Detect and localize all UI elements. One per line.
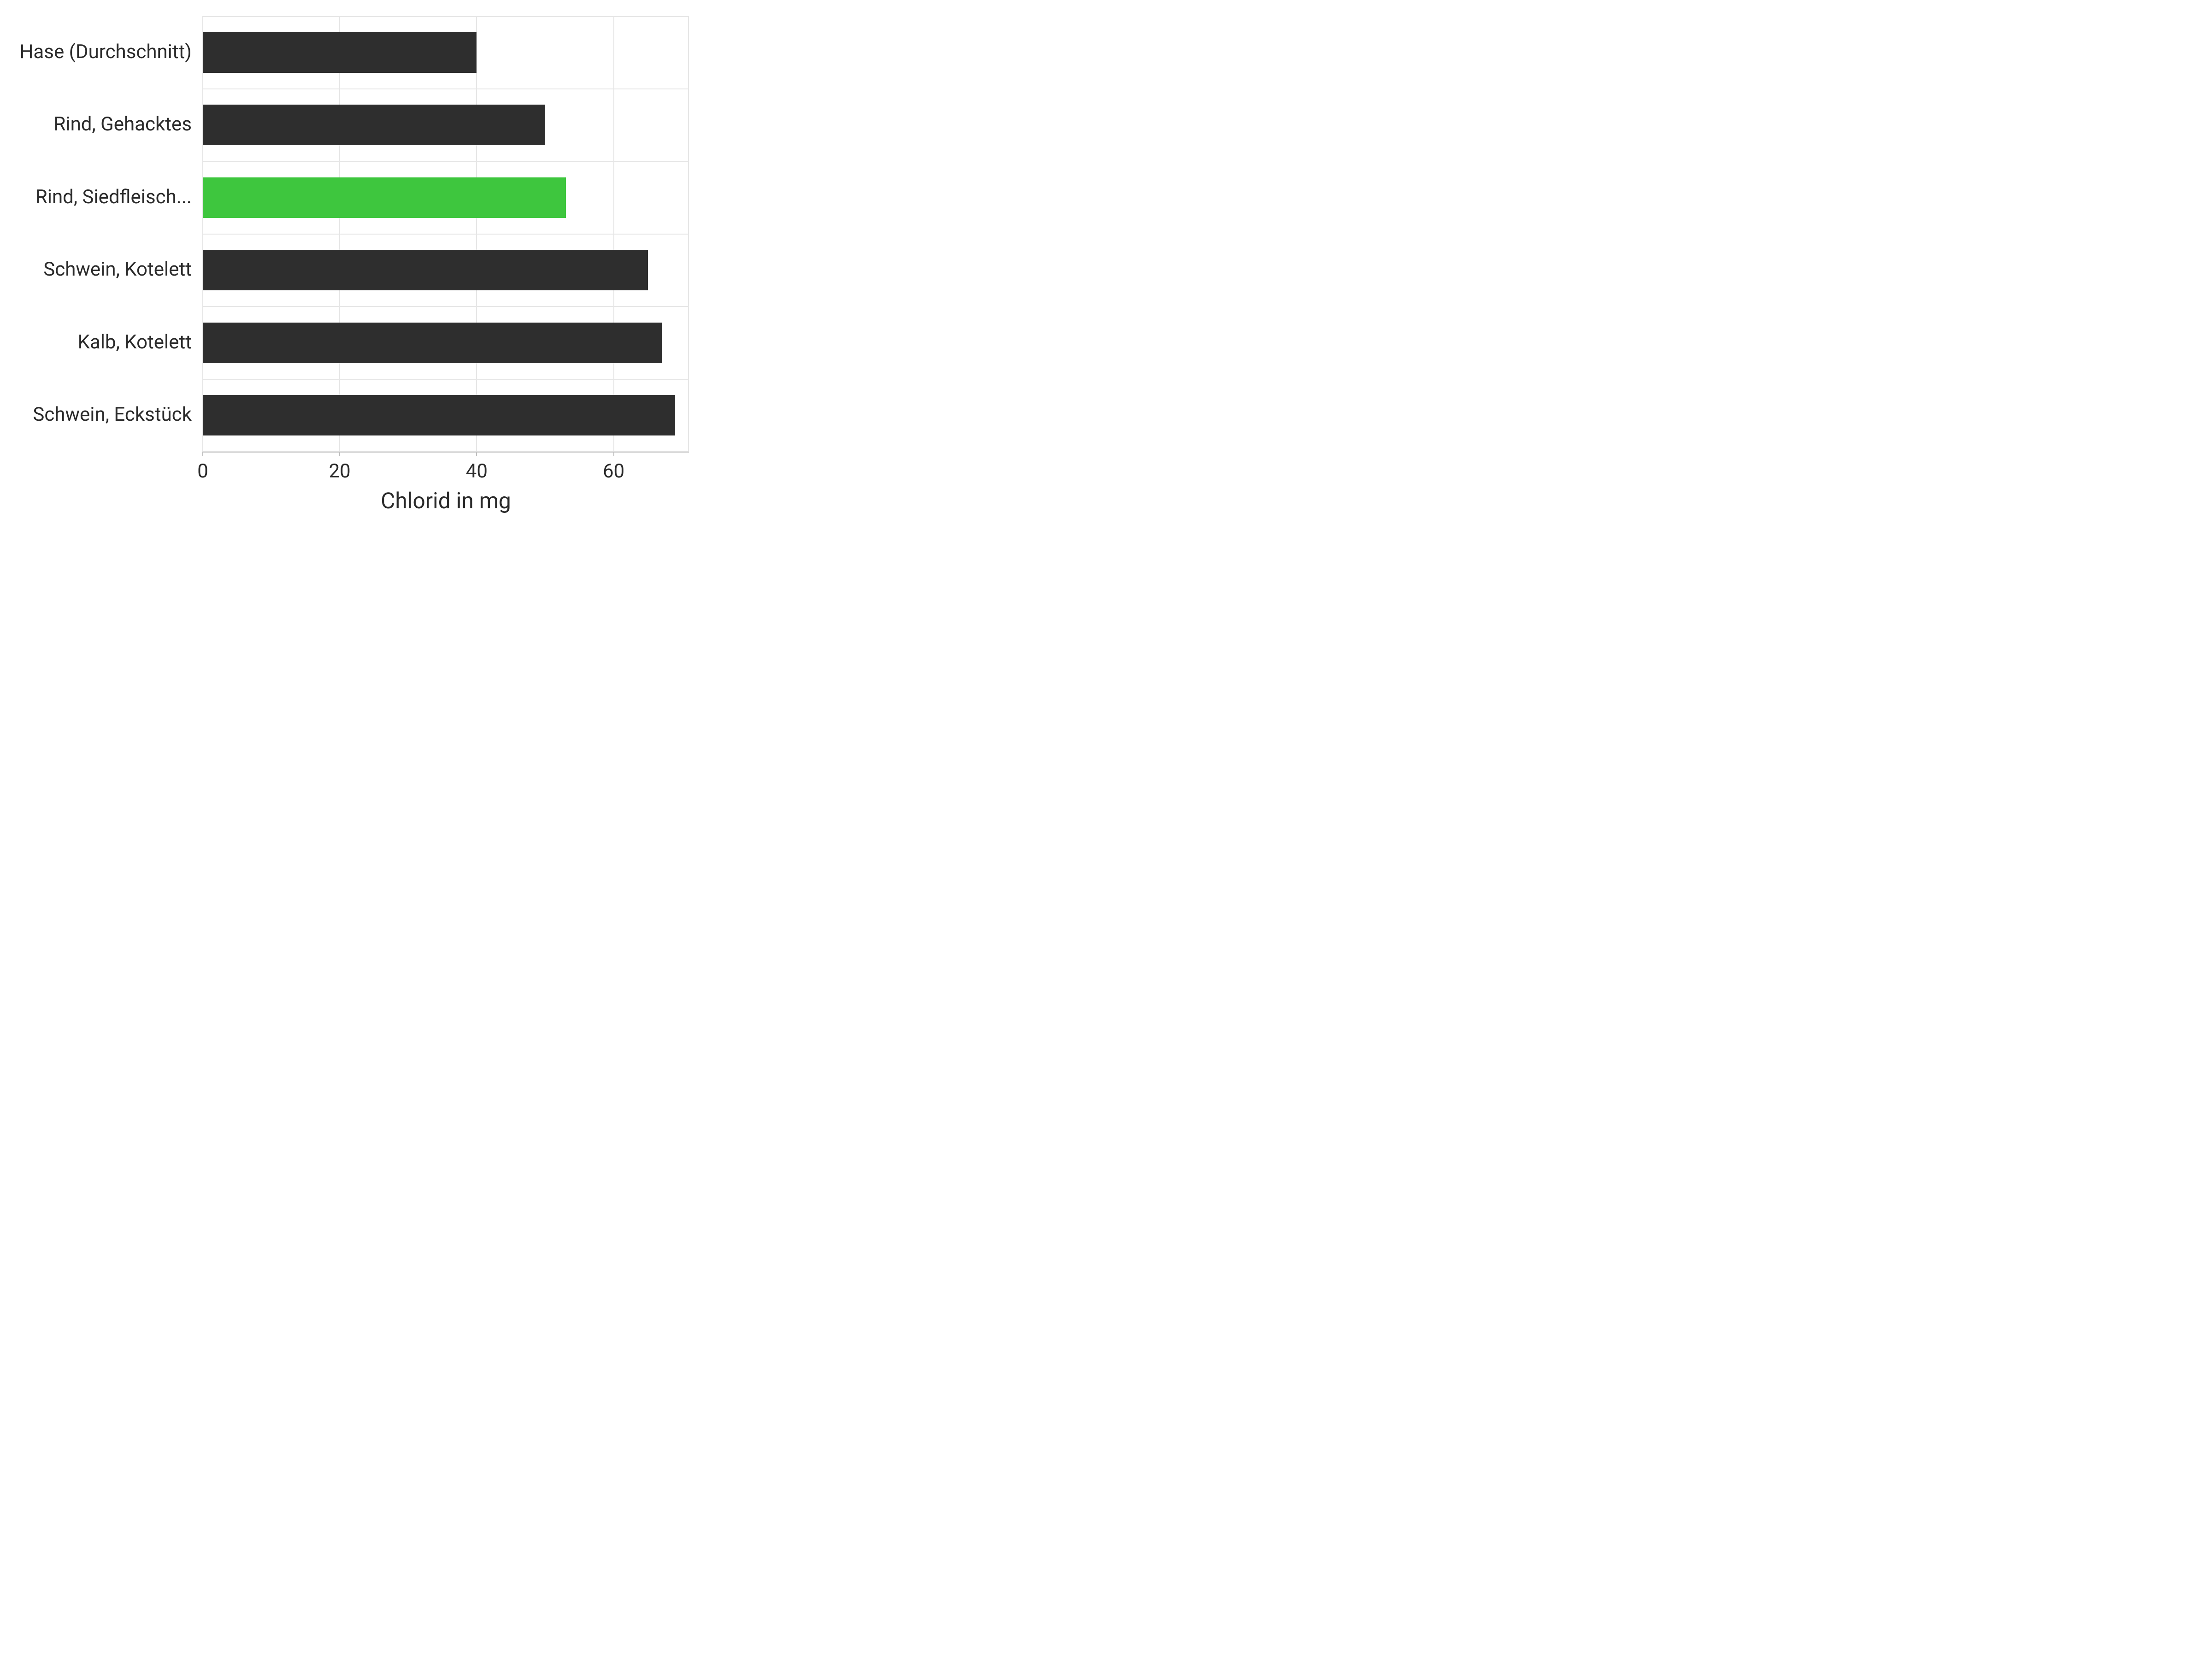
top-border xyxy=(203,16,689,17)
y-category-label: Kalb, Kotelett xyxy=(78,331,192,353)
y-category-label: Rind, Gehacktes xyxy=(54,113,192,135)
bar xyxy=(203,250,648,290)
x-tick-mark xyxy=(476,452,477,456)
bar xyxy=(203,32,477,73)
x-tick-label: 0 xyxy=(197,460,208,482)
x-tick-mark xyxy=(613,452,614,456)
x-tick-mark xyxy=(339,452,340,456)
bar xyxy=(203,323,662,363)
horizontal-bar-chart: Hase (Durchschnitt) Rind, Gehacktes Rind, … xyxy=(0,0,708,531)
h-gridline xyxy=(203,379,689,380)
bar xyxy=(203,395,675,435)
y-category-label: Hase (Durchschnitt) xyxy=(19,41,192,63)
bar xyxy=(203,177,566,218)
x-axis-title: Chlorid in mg xyxy=(381,488,511,514)
bar xyxy=(203,105,545,145)
y-category-label: Schwein, Kotelett xyxy=(43,258,192,281)
h-gridline xyxy=(203,234,689,235)
x-tick-label: 40 xyxy=(466,460,488,482)
y-category-label: Rind, Siedfleisch... xyxy=(35,186,192,208)
h-gridline xyxy=(203,161,689,162)
h-gridline xyxy=(203,88,689,89)
x-axis-line xyxy=(203,452,689,453)
x-tick-label: 20 xyxy=(329,460,351,482)
h-gridline xyxy=(203,306,689,307)
y-category-label: Schwein, Eckstück xyxy=(33,403,192,426)
plot-area xyxy=(203,16,689,452)
x-tick-mark xyxy=(202,452,203,456)
x-tick-label: 60 xyxy=(603,460,624,482)
